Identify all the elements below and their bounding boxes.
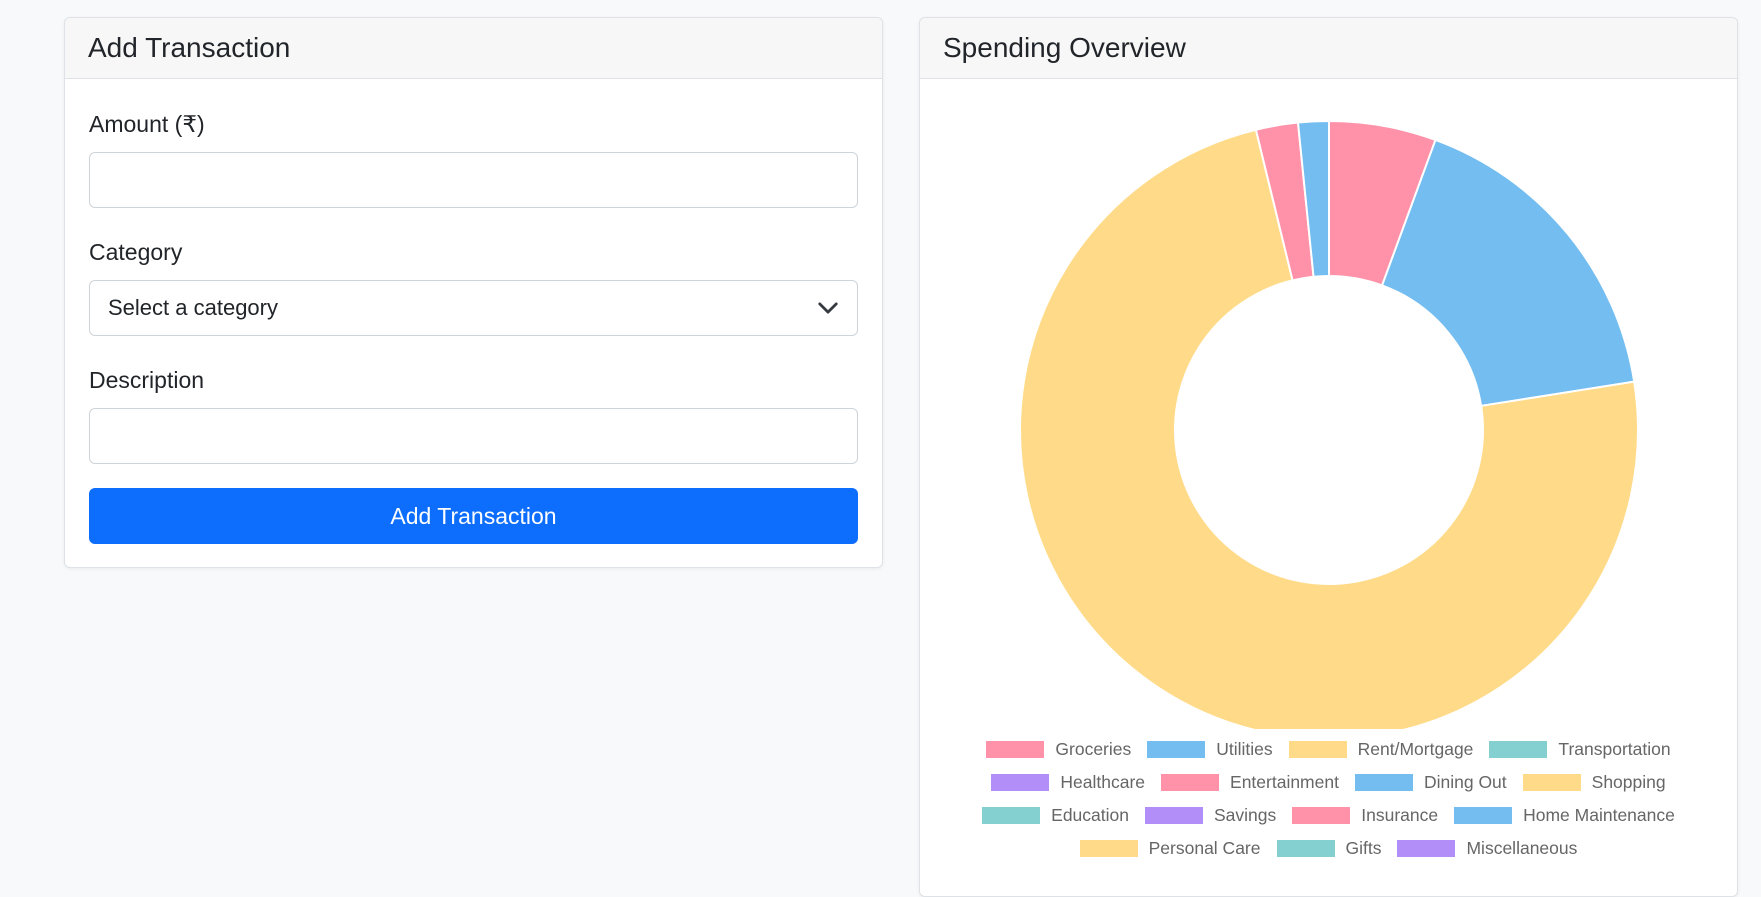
legend-label: Dining Out: [1423, 772, 1507, 792]
legend-swatch: [1292, 807, 1351, 824]
slice-rent-mortgage[interactable]: [1019, 128, 1639, 729]
legend-label: Savings: [1213, 805, 1277, 825]
add-transaction-button[interactable]: Add Transaction: [89, 488, 858, 544]
category-select[interactable]: Select a category: [89, 280, 858, 336]
legend-swatch: [1147, 741, 1206, 758]
legend-label: Home Maintenance: [1523, 805, 1675, 825]
legend-item-entertainment[interactable]: Entertainment: [1161, 772, 1339, 793]
legend-item-miscellaneous[interactable]: Miscellaneous: [1397, 838, 1577, 859]
legend-swatch: [986, 741, 1045, 758]
legend-label: Education: [1051, 805, 1129, 825]
legend-item-insurance[interactable]: Insurance: [1292, 805, 1438, 826]
legend-label: Entertainment: [1230, 772, 1339, 792]
legend-label: Groceries: [1055, 739, 1132, 759]
legend-item-education[interactable]: Education: [982, 805, 1129, 826]
legend-swatch: [1354, 774, 1413, 791]
add-transaction-title: Add Transaction: [65, 18, 882, 79]
legend-item-shopping[interactable]: Shopping: [1522, 772, 1666, 793]
legend-label: Miscellaneous: [1466, 838, 1578, 858]
legend-item-healthcare[interactable]: Healthcare: [991, 772, 1145, 793]
legend-swatch: [1397, 840, 1456, 857]
slice-dining-out[interactable]: [1296, 119, 1330, 278]
legend-label: Rent/Mortgage: [1357, 739, 1474, 759]
spending-donut-chart: [1019, 119, 1639, 729]
legend-item-gifts[interactable]: Gifts: [1276, 838, 1382, 859]
legend-item-dining-out[interactable]: Dining Out: [1354, 772, 1507, 793]
legend-swatch: [982, 807, 1041, 824]
slice-utilities[interactable]: [1380, 138, 1636, 408]
legend-item-personal-care[interactable]: Personal Care: [1079, 838, 1261, 859]
legend-item-rent-mortgage[interactable]: Rent/Mortgage: [1288, 739, 1474, 760]
add-transaction-card: Add Transaction Amount (₹) Category Sele…: [64, 17, 883, 568]
spending-overview-card: Spending Overview Groceries Utilities Rent…: [919, 17, 1738, 897]
chart-legend: Groceries Utilities Rent/Mortgage Transport…: [920, 733, 1737, 865]
legend-swatch: [1144, 807, 1203, 824]
description-input[interactable]: [89, 408, 858, 464]
legend-label: Personal Care: [1148, 838, 1261, 858]
amount-input[interactable]: [89, 152, 858, 208]
legend-row: Healthcare Entertainment Dining Out Shoppin…: [920, 766, 1737, 799]
category-selected-value: Select a category: [108, 295, 278, 320]
legend-swatch: [1489, 741, 1548, 758]
legend-label: Gifts: [1345, 838, 1382, 858]
legend-row: Personal Care Gifts Miscellaneous: [920, 832, 1737, 865]
legend-swatch: [1276, 840, 1335, 857]
legend-label: Utilities: [1216, 739, 1273, 759]
legend-item-home-maintenance[interactable]: Home Maintenance: [1454, 805, 1675, 826]
legend-item-groceries[interactable]: Groceries: [986, 739, 1131, 760]
spending-overview-title: Spending Overview: [920, 18, 1737, 79]
legend-swatch: [1454, 807, 1513, 824]
legend-swatch: [991, 774, 1050, 791]
category-label: Category: [89, 239, 183, 265]
legend-label: Shopping: [1591, 772, 1666, 792]
legend-item-transportation[interactable]: Transportation: [1489, 739, 1671, 760]
legend-item-savings[interactable]: Savings: [1144, 805, 1277, 826]
legend-row: Groceries Utilities Rent/Mortgage Transport…: [920, 733, 1737, 766]
legend-swatch: [1288, 741, 1347, 758]
legend-swatch: [1161, 774, 1220, 791]
amount-label: Amount (₹): [89, 111, 205, 137]
legend-label: Transportation: [1558, 739, 1671, 759]
legend-item-utilities[interactable]: Utilities: [1147, 739, 1273, 760]
chevron-down-icon: [818, 302, 838, 314]
legend-swatch: [1079, 840, 1138, 857]
legend-row: Education Savings Insurance Home Maintenanc…: [920, 799, 1737, 832]
legend-label: Healthcare: [1060, 772, 1146, 792]
legend-label: Insurance: [1361, 805, 1439, 825]
description-label: Description: [89, 367, 205, 393]
legend-swatch: [1522, 774, 1581, 791]
